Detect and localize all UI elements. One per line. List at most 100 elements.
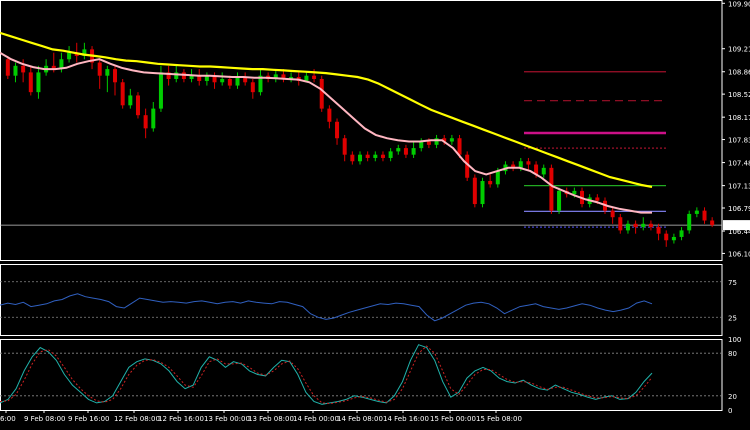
candle-body (664, 233, 669, 241)
rsi-tick-label: 25 (728, 314, 737, 322)
candle-body (28, 72, 33, 93)
current-price-box (723, 220, 750, 231)
time-tick-label: 15 Feb 00:00 (430, 415, 476, 423)
time-tick-label: 9 Feb 08:00 (24, 415, 65, 423)
candle-body (687, 213, 692, 231)
candle-body (113, 69, 118, 83)
candle-body (204, 75, 209, 81)
candle-body (488, 181, 493, 185)
time-tick-label: 14 Feb 00:00 (293, 415, 339, 423)
candle-body (480, 181, 485, 205)
candle-body (411, 148, 416, 155)
time-tick-label: 13 Feb 08:00 (248, 415, 294, 423)
candle-body (671, 236, 676, 241)
candle-body (212, 75, 217, 83)
candle-body (258, 75, 263, 93)
time-tick-label: 13 Feb 00:00 (204, 415, 250, 423)
candle-body (143, 115, 148, 129)
candle-body (572, 190, 577, 195)
price-tick-label: 108.17 (728, 114, 750, 122)
candle-body (641, 223, 646, 228)
candle-body (59, 59, 64, 70)
candle-body (120, 82, 125, 106)
stochastic-panel[interactable] (0, 339, 723, 411)
candle-body (442, 138, 447, 142)
candle-body (36, 72, 41, 93)
candle-body (358, 154, 362, 162)
candle-body (595, 197, 600, 201)
candle-body (97, 62, 102, 76)
candle-body (166, 72, 171, 79)
candle-body (67, 52, 72, 60)
candle-body (434, 138, 439, 145)
price-tick-label: 106.44 (728, 228, 750, 236)
price-tick-label: 109.21 (728, 46, 750, 54)
candle-body (135, 95, 140, 116)
rsi-frame (0, 264, 723, 336)
time-tick-label: 12 Feb 08:00 (114, 415, 160, 423)
candle-body (158, 72, 163, 109)
time-tick-label: 14 Feb 16:00 (383, 415, 429, 423)
candle-body (534, 164, 539, 175)
candle-body (549, 167, 554, 211)
stochastic-tick-label: 80 (728, 350, 737, 358)
candle-body (426, 141, 431, 145)
candle-body (472, 177, 477, 205)
stochastic-main-line (0, 344, 653, 405)
price-tick-label: 108.86 (728, 69, 750, 77)
price-frame (0, 0, 723, 261)
candle-body (304, 75, 309, 81)
rsi-tick-label: 75 (728, 279, 737, 287)
time-tick-label: 12 Feb 16:00 (158, 415, 204, 423)
candle-body (396, 148, 401, 152)
candle-body (694, 210, 699, 214)
candle-body (618, 217, 623, 231)
candle-body (189, 75, 194, 79)
candle-body (197, 75, 202, 81)
candle-body (702, 210, 707, 221)
candle-body (174, 72, 179, 79)
candle-body (327, 108, 332, 122)
candle-body (5, 59, 10, 76)
stochastic-tick-label: 100 (728, 336, 741, 344)
candle-body (21, 65, 26, 73)
candle-body (13, 65, 18, 76)
candle-body (518, 161, 523, 168)
candle-body (511, 164, 516, 168)
time-tick-label: 9 Feb 16:00 (68, 415, 109, 423)
candle-body (128, 95, 133, 106)
stochastic-signal-line (0, 345, 653, 405)
candle-body (457, 138, 462, 155)
candle-body (51, 65, 56, 70)
candle-body (380, 154, 385, 158)
stochastic-tick-label: 20 (728, 393, 737, 401)
candle-body (227, 78, 232, 86)
candle-body (151, 108, 156, 129)
candle-body (419, 141, 424, 149)
candle-body (281, 74, 286, 79)
stochastic-frame (0, 339, 723, 411)
candle-body (373, 154, 378, 158)
candle-body (656, 227, 661, 234)
candle-body (526, 161, 531, 165)
candle-body (250, 82, 255, 93)
price-tick-label: 107.48 (728, 160, 750, 168)
candle-body (679, 230, 684, 237)
rsi-panel[interactable] (0, 264, 723, 336)
time-tick-label: 14 Feb 08:00 (337, 415, 383, 423)
candle-body (312, 75, 317, 79)
candle-body (289, 77, 294, 79)
rsi-line (0, 293, 653, 322)
price-tick-label: 107.13 (728, 183, 750, 191)
price-panel[interactable] (0, 0, 723, 261)
candle-body (273, 74, 278, 79)
fast-moving-average-line (0, 51, 652, 214)
candle-body (541, 167, 546, 175)
candle-body (82, 49, 87, 56)
candle-body (235, 77, 240, 86)
candle-body (403, 148, 408, 155)
time-tick-label: 6:00 (0, 415, 16, 423)
candle-body (342, 138, 347, 155)
